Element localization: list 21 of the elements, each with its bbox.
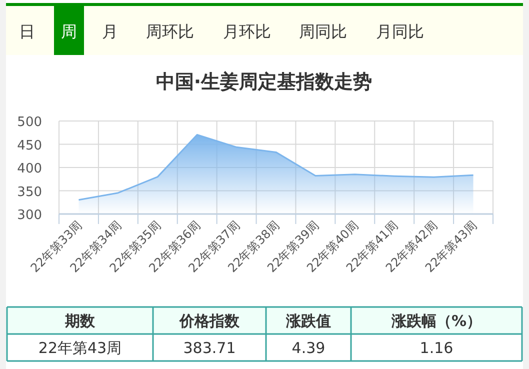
text: 周环比 bbox=[146, 22, 194, 41]
chart-title: 中国·生姜周定基指数走势 bbox=[156, 71, 372, 93]
text: 4.39 bbox=[292, 339, 326, 357]
y-tick-label: 500 bbox=[17, 115, 42, 130]
text: 期数 bbox=[64, 312, 96, 330]
text: 月 bbox=[102, 22, 118, 41]
text: 日 bbox=[19, 22, 35, 41]
text: 1.16 bbox=[420, 339, 454, 357]
text: 月同比 bbox=[376, 22, 424, 41]
y-tick-label: 350 bbox=[17, 184, 42, 200]
y-tick-label: 450 bbox=[17, 138, 42, 154]
text: 涨跌值 bbox=[285, 312, 331, 330]
text: 月环比 bbox=[223, 22, 271, 41]
text: 383.71 bbox=[183, 339, 236, 357]
y-tick-label: 300 bbox=[17, 208, 42, 223]
text: 涨跌幅（%） bbox=[390, 312, 482, 330]
text: 周 bbox=[61, 22, 77, 41]
text: 价格指数 bbox=[178, 312, 240, 330]
text: 22年第43周 bbox=[38, 339, 122, 357]
y-tick-label: 400 bbox=[17, 162, 42, 176]
text: 周同比 bbox=[299, 22, 347, 41]
